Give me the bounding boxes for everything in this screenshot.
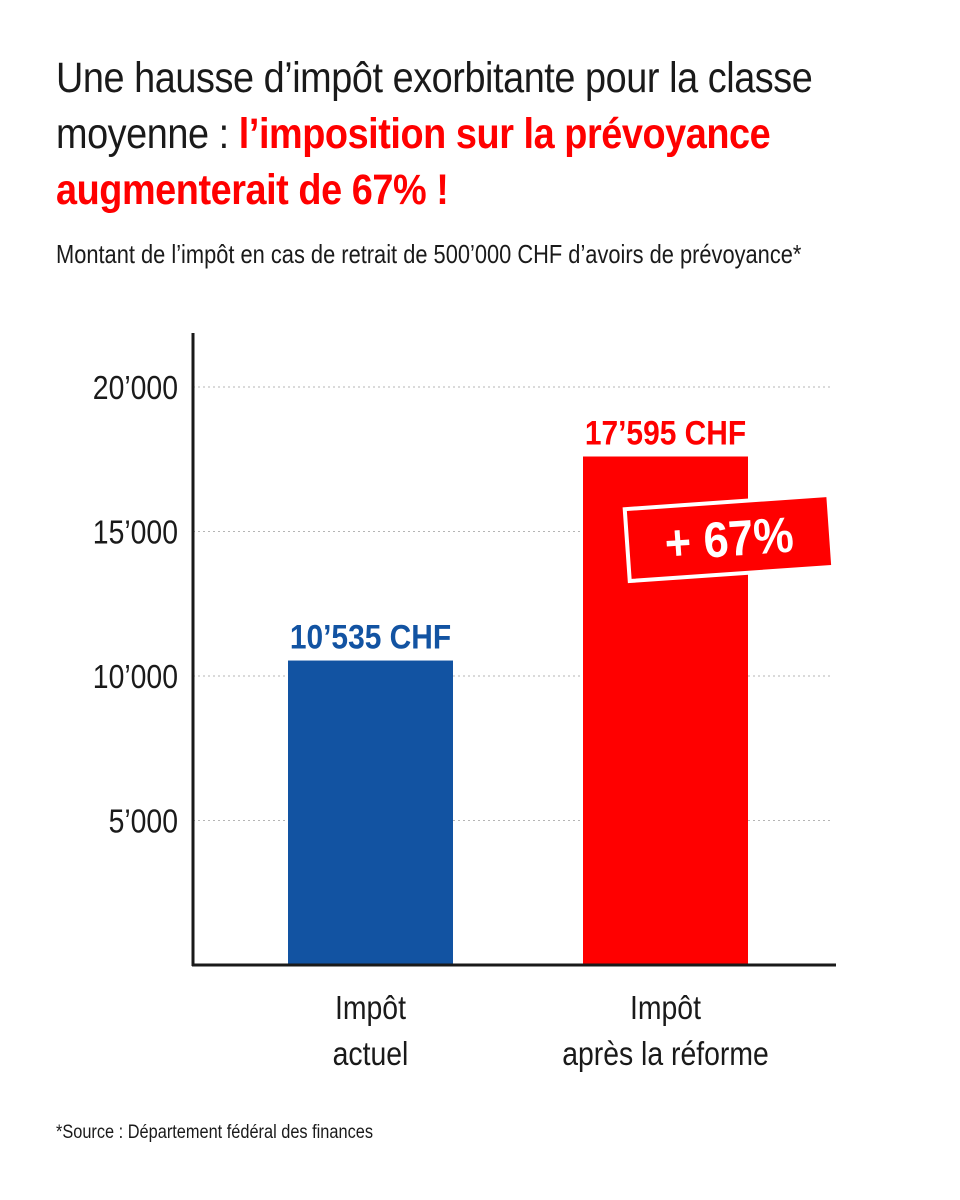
badge-box xyxy=(622,492,836,584)
chart-subtitle: Montant de l’impôt en cas de retrait de … xyxy=(56,239,802,269)
bar-value-label: 17’595 CHF xyxy=(585,414,746,452)
y-tick-label: 15’000 xyxy=(93,513,178,551)
x-category-label: après la réforme xyxy=(562,1035,769,1073)
badge-label: + 67% xyxy=(663,507,795,572)
bar-current-tax xyxy=(288,660,453,965)
title-highlight: l’imposition sur la prévoyance augmenter… xyxy=(56,110,771,214)
y-tick-label: 10’000 xyxy=(93,658,178,696)
x-category-label: actuel xyxy=(333,1035,409,1073)
y-tick-label: 20’000 xyxy=(93,369,178,407)
x-category-label: Impôt xyxy=(630,989,701,1027)
x-category-label: Impôt xyxy=(335,989,406,1027)
increase-badge: + 67% xyxy=(622,492,836,584)
source-note: *Source : Département fédéral des financ… xyxy=(56,1122,374,1143)
title-text: Une hausse d’impôt exorbitante pour la c… xyxy=(56,54,813,158)
bar-value-label: 10’535 CHF xyxy=(290,618,451,656)
y-tick-label: 5’000 xyxy=(109,802,178,840)
chart-title: Une hausse d’impôt exorbitante pour la c… xyxy=(56,50,918,218)
